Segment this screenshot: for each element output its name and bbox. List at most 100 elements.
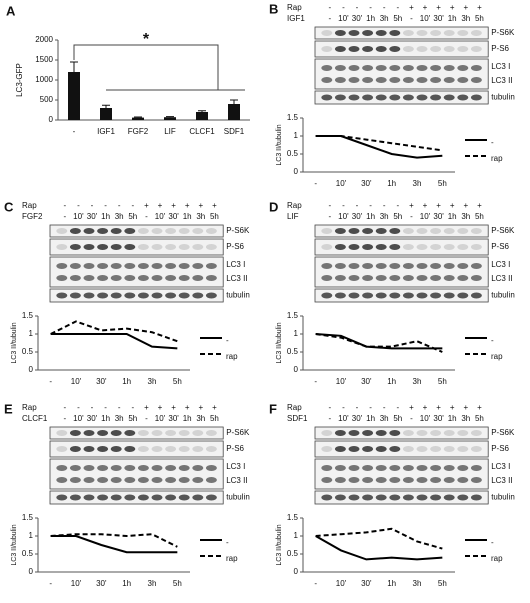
x-tick-label: 5h [173,579,182,588]
blot-band [165,465,177,471]
blot-band [457,477,469,483]
blot-band [362,465,374,471]
rap-sign: + [423,3,428,12]
legend-label: rap [491,154,503,163]
blot-band [205,275,217,281]
x-tick-label: FGF2 [128,127,149,136]
blot-band [375,292,387,299]
rap-sign: + [450,201,455,210]
blot-band [375,446,387,452]
blot-band [443,275,455,281]
blot-band [165,292,177,299]
series-line [50,535,178,554]
rap-sign: + [212,201,217,210]
blot-band [389,244,401,250]
blot-band [402,65,414,71]
y-tick-label: 0 [49,115,54,124]
panel-label: C [4,199,14,214]
time-label: 5h [475,14,484,23]
blot-band [389,446,401,452]
x-tick-label: - [49,579,52,588]
blot-band [430,430,442,436]
band-label: P-S6K [226,226,250,235]
blot-band [430,465,442,471]
x-tick-label: 30' [361,377,372,386]
blot-band [389,65,401,71]
blot-band [470,65,482,71]
band-label: LC3 I [226,260,245,269]
blot-band [416,430,428,436]
blot-band [457,65,469,71]
blot-band [430,77,442,83]
blot-band [178,465,190,471]
blot-band [69,275,81,281]
band-label: P-S6 [226,242,244,251]
band-label: P-S6K [491,428,515,437]
blot-band [443,46,455,52]
y-tick-label: 1 [294,531,299,540]
blot-band [348,77,360,83]
blot-band [362,46,374,52]
blot-band [457,494,469,501]
blot-band [124,292,136,299]
blot-band [443,494,455,501]
x-tick-label: 3h [148,579,157,588]
blot-band [375,46,387,52]
time-label: 1h [448,212,457,221]
rap-sign: + [185,201,190,210]
rap-sign: - [369,201,372,210]
band-label: LC3 II [491,476,512,485]
blot-band [470,275,482,281]
blot-band [69,263,81,269]
blot-band [56,244,68,250]
rap-sign: - [356,403,359,412]
band-label: P-S6 [491,44,509,53]
y-tick-label: 0 [29,365,34,374]
blot-band [137,292,149,299]
blot-band [165,263,177,269]
rap-sign: + [450,3,455,12]
legend-label: - [491,538,494,547]
blot-band [470,228,482,234]
blot-band [362,228,374,234]
rap-label: Rap [287,3,302,12]
y-tick-label: 1.5 [287,513,299,522]
blot-band [192,446,204,452]
series-line [315,135,443,159]
rap-sign: - [104,201,107,210]
legend-label: - [226,336,229,345]
blot-band [362,30,374,36]
blot-band [334,263,346,269]
time-label: 1h [366,212,375,221]
rap-sign: - [342,201,345,210]
time-label: 3h [461,14,470,23]
blot-band [151,244,163,250]
blot-band [334,465,346,471]
blot-band [192,263,204,269]
blot-band [151,477,163,483]
blot-band [362,244,374,250]
rap-label: Rap [22,201,37,210]
rap-sign: + [463,201,468,210]
blot-band [443,263,455,269]
time-label: - [410,414,413,423]
y-tick-label: 0.5 [287,347,299,356]
rap-label: Rap [287,201,302,210]
rap-sign: + [409,3,414,12]
blot-band [389,430,401,436]
blot-strip [314,224,489,238]
blot-band [205,228,217,234]
blot-band [430,94,442,101]
blot-strip [49,288,224,303]
y-tick-label: 0.5 [287,549,299,558]
blot-band [416,263,428,269]
time-label: 10' [338,414,349,423]
blot-band [362,494,374,501]
y-tick-label: 0 [294,567,299,576]
blot-band [443,446,455,452]
x-tick-label: IGF1 [97,127,115,136]
time-label: 30' [433,14,444,23]
blot-band [178,430,190,436]
bar [196,112,208,120]
blot-band [97,494,109,501]
